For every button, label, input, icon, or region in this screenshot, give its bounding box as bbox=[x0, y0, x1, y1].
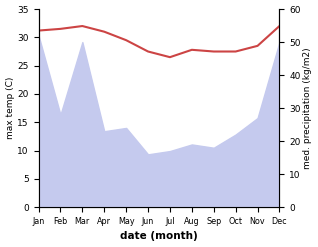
Y-axis label: med. precipitation (kg/m2): med. precipitation (kg/m2) bbox=[303, 47, 313, 169]
X-axis label: date (month): date (month) bbox=[120, 231, 198, 242]
Y-axis label: max temp (C): max temp (C) bbox=[5, 77, 15, 139]
